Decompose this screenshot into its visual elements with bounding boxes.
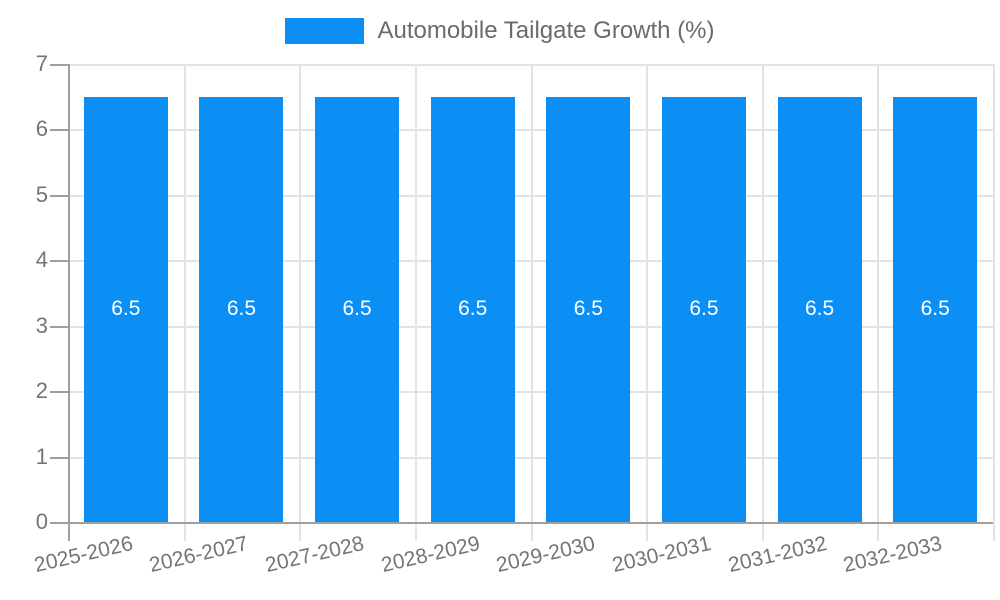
y-tick-mark (50, 456, 68, 459)
y-tick-mark (50, 64, 68, 66)
plot-area: 0 1 2 3 4 5 6 7 6.5 2025-2026 6.5 2026-2027 6.5 2027-… (32, 51, 995, 577)
y-tick-label: 2 (35, 378, 48, 404)
y-tick-mark (50, 325, 68, 328)
gridline-vertical (414, 64, 417, 522)
x-tick-mark (183, 522, 186, 541)
gridline-vertical (646, 64, 649, 522)
bar-value-label: 6.5 (458, 297, 488, 321)
bar-value-label: 6.5 (920, 297, 950, 321)
x-tick-mark (530, 522, 533, 541)
gridline-vertical (877, 64, 880, 522)
bar[interactable]: 6.5 (430, 96, 515, 522)
bar-value-label: 6.5 (573, 297, 603, 321)
y-tick-label: 3 (35, 312, 48, 338)
x-tick-mark (414, 522, 417, 541)
gridline-vertical (761, 64, 764, 522)
x-axis (50, 522, 993, 524)
bar-value-label: 6.5 (689, 297, 719, 321)
legend-swatch (285, 18, 365, 44)
y-tick-mark (50, 260, 68, 263)
bar-value-label: 6.5 (226, 297, 257, 321)
x-tick-mark (299, 522, 302, 541)
y-tick-label: 5 (35, 181, 48, 207)
bar[interactable]: 6.5 (83, 96, 168, 522)
y-tick-label: 1 (35, 443, 48, 469)
y-tick-label: 0 (35, 509, 48, 534)
bar[interactable]: 6.5 (777, 96, 862, 522)
legend-label: Automobile Tailgate Growth (%) (377, 17, 715, 44)
gridline-vertical (299, 64, 302, 522)
x-tick-mark (993, 522, 995, 541)
gridline-vertical (993, 64, 995, 522)
y-tick-mark (50, 194, 68, 197)
y-tick-mark (50, 129, 68, 132)
bar[interactable]: 6.5 (893, 96, 978, 522)
bar-value-label: 6.5 (111, 297, 141, 321)
y-tick-label: 6 (35, 116, 48, 142)
x-tick-mark (761, 522, 764, 541)
bar-value-label: 6.5 (804, 297, 835, 321)
gridline-vertical (530, 64, 533, 522)
bar[interactable]: 6.5 (199, 96, 284, 522)
y-tick-mark (50, 391, 68, 394)
bar[interactable]: 6.5 (315, 96, 400, 522)
gridline-vertical (183, 64, 186, 522)
bar-value-label: 6.5 (342, 297, 372, 321)
bar[interactable]: 6.5 (546, 96, 631, 522)
x-tick-mark (646, 522, 649, 541)
chart-legend: Automobile Tailgate Growth (%) (0, 14, 1000, 48)
x-tick-mark (877, 522, 880, 541)
y-axis (68, 64, 70, 541)
bar[interactable]: 6.5 (661, 96, 746, 522)
y-tick-label: 4 (35, 247, 48, 273)
y-tick-label: 7 (35, 51, 48, 76)
